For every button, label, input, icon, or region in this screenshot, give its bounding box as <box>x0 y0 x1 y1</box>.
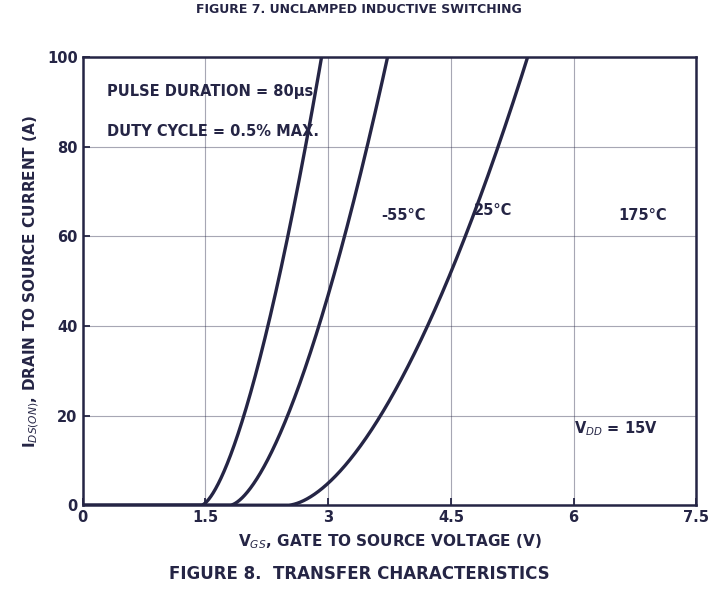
Text: PULSE DURATION = 80μs: PULSE DURATION = 80μs <box>107 84 313 99</box>
Text: 175°C: 175°C <box>619 208 667 223</box>
Text: FIGURE 8.  TRANSFER CHARACTERISTICS: FIGURE 8. TRANSFER CHARACTERISTICS <box>169 565 549 583</box>
Text: -55°C: -55°C <box>381 208 426 223</box>
X-axis label: V$_{GS}$, GATE TO SOURCE VOLTAGE (V): V$_{GS}$, GATE TO SOURCE VOLTAGE (V) <box>238 532 541 551</box>
Y-axis label: I$_{DS(ON)}$, DRAIN TO SOURCE CURRENT (A): I$_{DS(ON)}$, DRAIN TO SOURCE CURRENT (A… <box>22 115 42 447</box>
Text: 25°C: 25°C <box>474 203 512 218</box>
Text: DUTY CYCLE = 0.5% MAX.: DUTY CYCLE = 0.5% MAX. <box>107 124 319 139</box>
Text: FIGURE 7. UNCLAMPED INDUCTIVE SWITCHING: FIGURE 7. UNCLAMPED INDUCTIVE SWITCHING <box>196 3 522 16</box>
Text: V$_{DD}$ = 15V: V$_{DD}$ = 15V <box>574 420 658 438</box>
